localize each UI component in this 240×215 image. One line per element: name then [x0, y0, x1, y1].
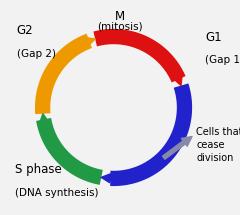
Text: (DNA synthesis): (DNA synthesis)	[15, 187, 98, 198]
Text: S phase: S phase	[15, 163, 61, 176]
Text: M: M	[115, 10, 125, 23]
Text: (Gap 2): (Gap 2)	[17, 49, 56, 59]
Text: (Gap 1): (Gap 1)	[205, 55, 240, 65]
Text: G2: G2	[17, 24, 33, 37]
Text: G1: G1	[205, 31, 222, 43]
Text: Cells that
cease
division: Cells that cease division	[196, 127, 240, 163]
Text: (mitosis): (mitosis)	[97, 22, 143, 32]
